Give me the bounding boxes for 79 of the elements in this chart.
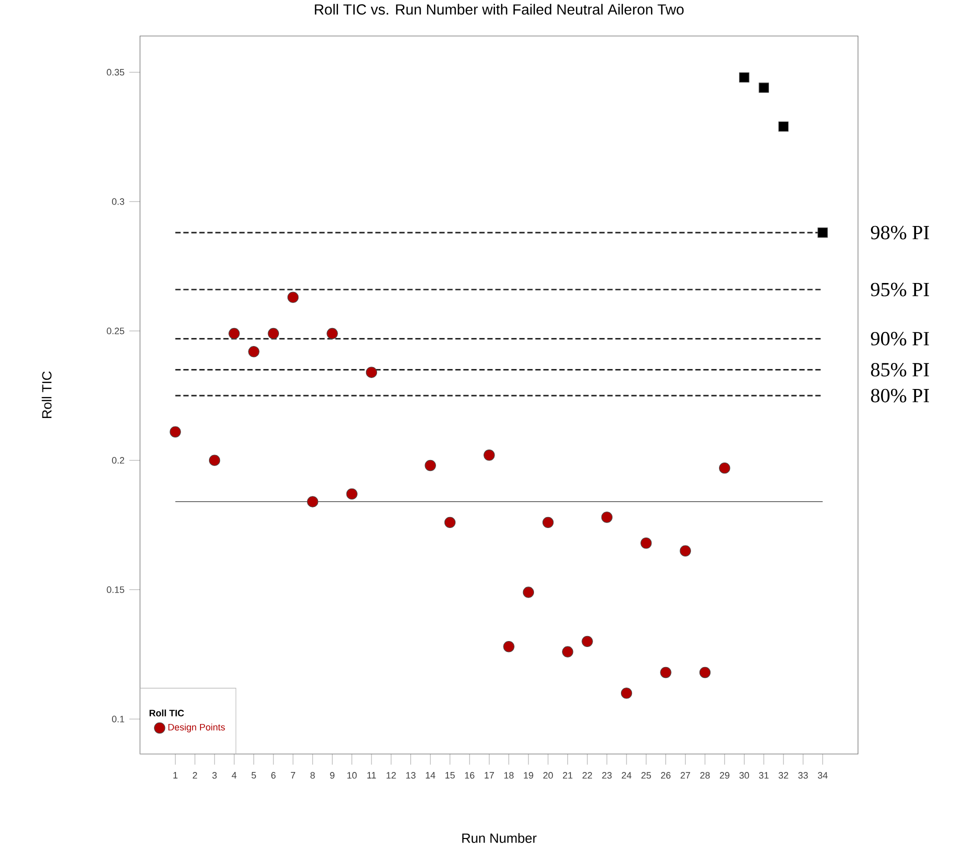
point <box>818 228 828 238</box>
x-tick-label: 6 <box>271 772 276 779</box>
x-tick-label: 25 <box>641 772 651 779</box>
legend-title: Roll TIC <box>150 710 184 716</box>
x-tick-label: 13 <box>406 772 416 779</box>
x-tick-label: 14 <box>426 772 436 778</box>
point <box>542 516 554 528</box>
x-tick-label: 17 <box>484 772 494 778</box>
x-tick-label: 28 <box>700 772 710 779</box>
x-tick-label: 31 <box>759 772 769 779</box>
point <box>326 328 338 340</box>
x-tick-label: 33 <box>798 772 808 779</box>
point <box>424 460 436 472</box>
ref-line-label: 95% PI <box>870 282 929 296</box>
x-tick-label: 10 <box>347 772 357 779</box>
y-tick-label: 0.3 <box>112 198 124 205</box>
y-tick-label: 0.2 <box>112 457 124 464</box>
ref-line-label: 90% PI <box>870 332 929 346</box>
x-tick-label: 16 <box>465 772 474 779</box>
point <box>366 366 378 378</box>
y-axis-title: Roll TIC <box>42 371 52 418</box>
x-tick-label: 2 <box>192 772 198 779</box>
legend-label: Design Points <box>168 724 225 732</box>
point <box>620 688 632 699</box>
ref-line-label: 98% PI <box>870 226 929 240</box>
point <box>287 292 299 303</box>
x-tick-label: 21 <box>562 772 572 779</box>
y-tick-label: 0.1 <box>112 716 124 722</box>
x-tick-label: 30 <box>739 772 750 779</box>
x-tick-label: 34 <box>818 772 828 779</box>
x-tick-label: 22 <box>582 772 592 779</box>
point <box>660 666 672 678</box>
point <box>522 586 534 598</box>
point <box>758 82 769 93</box>
point <box>346 488 358 500</box>
ref-line-label: 85% PI <box>871 362 929 377</box>
point <box>307 496 318 508</box>
x-tick-label: 12 <box>386 772 396 779</box>
point <box>601 512 613 523</box>
point <box>208 454 220 466</box>
point <box>484 450 495 461</box>
x-tick-label: 8 <box>310 772 315 779</box>
x-tick-label: 24 <box>622 772 632 779</box>
x-tick-label: 9 <box>330 772 334 779</box>
x-tick-label: 23 <box>602 772 612 779</box>
x-tick-label: 7 <box>290 772 296 778</box>
x-tick-label: 4 <box>232 772 236 778</box>
point <box>719 462 730 474</box>
x-tick-label: 18 <box>504 772 514 779</box>
point <box>562 646 574 658</box>
point <box>248 346 260 358</box>
x-tick-label: 5 <box>252 772 256 779</box>
x-tick-label: 20 <box>543 772 553 779</box>
point <box>170 426 181 438</box>
y-tick-label: 0.35 <box>106 68 124 76</box>
point <box>680 545 691 556</box>
point <box>778 121 789 132</box>
x-tick-label: 1 <box>173 772 178 778</box>
x-tick-label: 32 <box>778 772 788 779</box>
x-tick-label: 15 <box>445 772 455 779</box>
ref-line-label: 80% PI <box>871 388 929 402</box>
point <box>228 328 240 340</box>
x-tick-label: 27 <box>680 772 690 779</box>
x-tick-label: 19 <box>524 772 534 779</box>
y-tick-label: 0.25 <box>106 328 124 334</box>
point <box>739 72 750 82</box>
point <box>268 328 280 340</box>
point <box>699 666 711 678</box>
x-axis-title: Run Number <box>462 833 537 843</box>
point <box>444 516 456 528</box>
point <box>640 538 652 549</box>
x-tick-label: 26 <box>661 772 671 779</box>
point <box>503 641 514 652</box>
x-tick-label: 3 <box>212 772 217 779</box>
y-tick-label: 0.15 <box>106 586 124 593</box>
x-tick-label: 29 <box>720 772 730 779</box>
chart-title: Roll TIC vs. Run Number with Failed Neutral Aileron Two <box>314 4 684 15</box>
point <box>582 636 593 648</box>
x-tick-label: 11 <box>367 772 376 778</box>
